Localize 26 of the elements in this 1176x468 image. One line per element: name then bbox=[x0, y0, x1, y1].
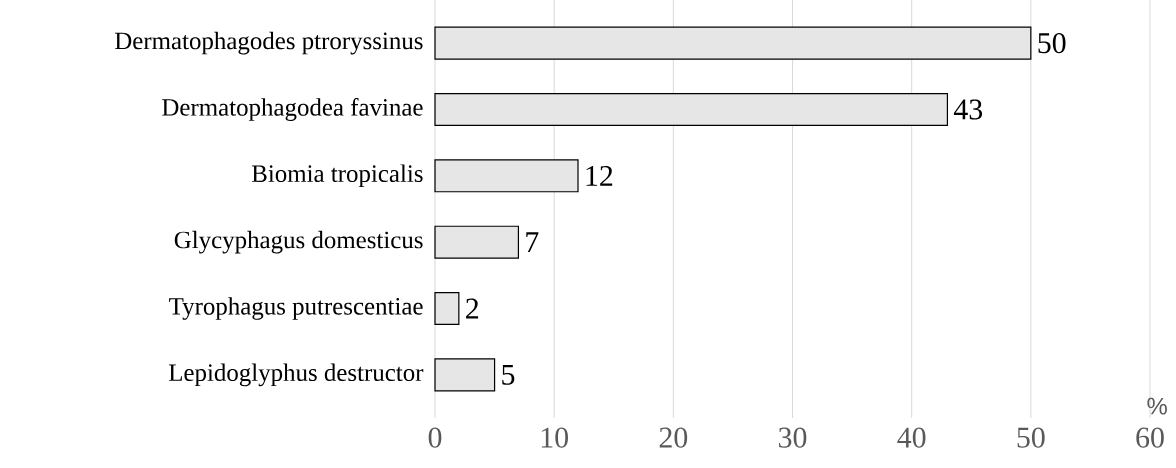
data-label: 43 bbox=[953, 99, 983, 120]
y-tick-label: Lepidoglyphus destructor bbox=[168, 363, 424, 387]
data-label: 5 bbox=[502, 364, 515, 385]
bar bbox=[434, 159, 579, 193]
bar bbox=[434, 291, 460, 326]
x-axis-title: % bbox=[1147, 397, 1167, 415]
x-tick-label: 40 bbox=[897, 427, 926, 448]
y-tick-label: Glycyphagus domesticus bbox=[174, 230, 423, 254]
y-tick-label: Dermatophagodes ptroryssinus bbox=[115, 31, 423, 55]
data-label: 2 bbox=[466, 298, 479, 319]
bar bbox=[434, 26, 1032, 60]
y-tick-label: Tyrophagus putrescentiae bbox=[169, 297, 423, 320]
bar bbox=[434, 358, 496, 392]
data-label: 50 bbox=[1038, 33, 1066, 54]
y-tick-label: Biomia tropicalis bbox=[251, 164, 423, 188]
data-label: 7 bbox=[526, 232, 539, 252]
x-tick-label: 10 bbox=[541, 427, 568, 448]
x-tick-label: 0 bbox=[428, 427, 442, 448]
x-tick-label: 50 bbox=[1017, 427, 1045, 448]
x-tick-label: 60 bbox=[1136, 427, 1164, 448]
y-tick-label: Dermatophagodea favinae bbox=[162, 98, 423, 121]
bar bbox=[434, 92, 949, 126]
bar bbox=[434, 225, 520, 259]
x-tick-label: 30 bbox=[779, 427, 807, 448]
data-label: 12 bbox=[586, 165, 613, 186]
x-tick-label: 20 bbox=[659, 427, 688, 448]
